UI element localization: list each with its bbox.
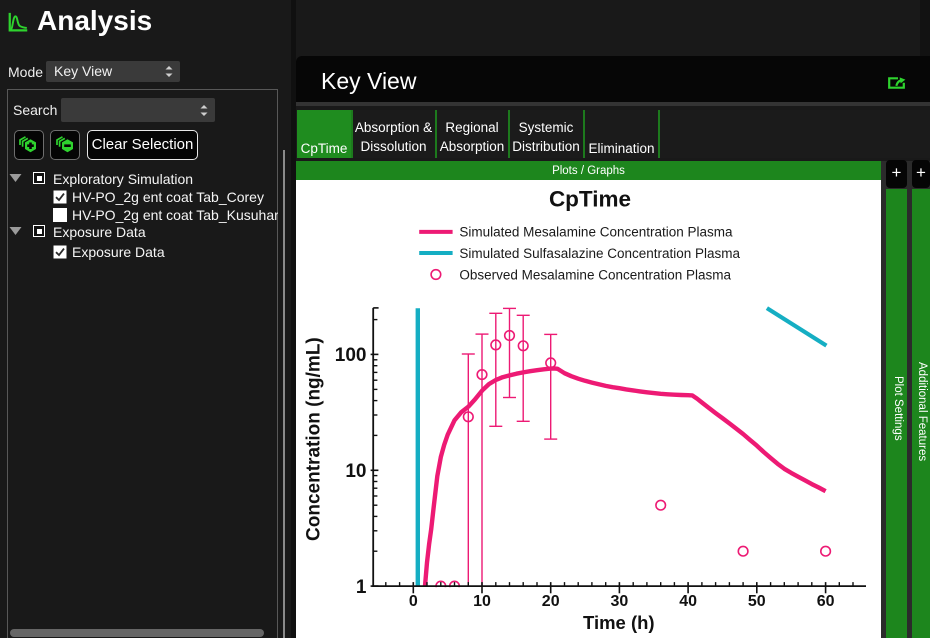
svg-text:Simulated Mesalamine Concentra: Simulated Mesalamine Concentration Plasm…: [459, 225, 733, 240]
svg-text:60: 60: [817, 593, 835, 610]
svg-text:1: 1: [356, 577, 367, 598]
svg-text:40: 40: [679, 593, 697, 610]
svg-text:Observed Mesalamine Concentrat: Observed Mesalamine Concentration Plasma: [459, 267, 731, 282]
svg-text:30: 30: [611, 593, 629, 610]
svg-text:10: 10: [345, 461, 366, 482]
svg-text:50: 50: [748, 593, 766, 610]
svg-text:20: 20: [542, 593, 560, 610]
svg-text:0: 0: [409, 593, 418, 610]
svg-text:Time (h): Time (h): [583, 612, 655, 633]
svg-text:100: 100: [335, 345, 367, 366]
svg-text:CpTime: CpTime: [549, 187, 631, 212]
svg-text:Simulated Sulfasalazine Concen: Simulated Sulfasalazine Concentration Pl…: [459, 246, 740, 261]
svg-text:10: 10: [473, 593, 491, 610]
svg-text:Concentration (ng/mL): Concentration (ng/mL): [304, 337, 325, 541]
